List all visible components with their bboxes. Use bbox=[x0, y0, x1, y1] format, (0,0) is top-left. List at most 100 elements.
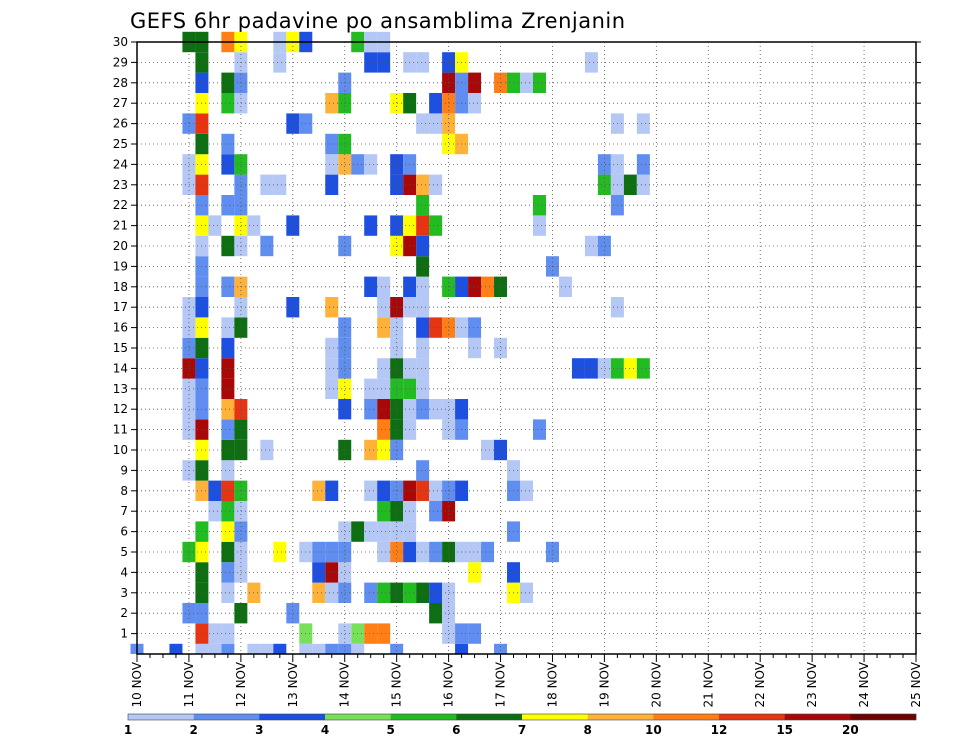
legend-bar-outline bbox=[127, 713, 917, 721]
heatmap-cell bbox=[312, 582, 326, 603]
heatmap-cell bbox=[597, 358, 611, 379]
heatmap-cell bbox=[182, 297, 196, 318]
heatmap-cell bbox=[390, 582, 404, 603]
heatmap-cell bbox=[338, 582, 352, 603]
heatmap-cell bbox=[545, 541, 559, 563]
heatmap-cell bbox=[221, 337, 235, 359]
heatmap-cell bbox=[390, 337, 404, 359]
heatmap-cell bbox=[390, 154, 404, 175]
heatmap-cell bbox=[325, 154, 339, 175]
y-tick-label: 8 bbox=[120, 484, 128, 498]
heatmap-cell bbox=[338, 337, 352, 359]
heatmap-cell bbox=[584, 358, 598, 379]
legend-color-swatch bbox=[456, 714, 523, 720]
heatmap-cell bbox=[260, 643, 274, 654]
heatmap-cell bbox=[364, 52, 378, 73]
heatmap-cell bbox=[325, 93, 339, 114]
heatmap-cell bbox=[442, 419, 456, 440]
y-tick-label: 3 bbox=[120, 586, 128, 600]
heatmap-cell bbox=[468, 72, 482, 93]
heatmap-cell bbox=[325, 174, 339, 195]
heatmap-cell bbox=[416, 195, 430, 216]
heatmap-cell bbox=[208, 480, 222, 501]
heatmap-cell bbox=[312, 541, 326, 563]
heatmap-cell bbox=[390, 501, 404, 522]
legend-label: 5 bbox=[386, 723, 394, 737]
heatmap-cell bbox=[364, 521, 378, 542]
heatmap-cell bbox=[429, 480, 443, 501]
y-tick-label: 28 bbox=[113, 76, 128, 90]
heatmap-cell bbox=[364, 154, 378, 175]
heatmap-cell bbox=[221, 521, 235, 542]
heatmap-cell bbox=[468, 541, 482, 563]
heatmap-cell bbox=[377, 541, 391, 563]
heatmap-cell bbox=[442, 603, 456, 624]
legend-label: 20 bbox=[842, 723, 859, 737]
heatmap-cell bbox=[377, 297, 391, 318]
heatmap-cell bbox=[584, 235, 598, 257]
heatmap-cell bbox=[338, 133, 352, 155]
heatmap-cell bbox=[338, 541, 352, 563]
y-tick-label: 4 bbox=[120, 565, 128, 579]
x-tick-label: 11 NOV bbox=[182, 661, 196, 707]
heatmap-cell bbox=[221, 582, 235, 603]
heatmap-cell bbox=[221, 358, 235, 379]
heatmap-cell bbox=[286, 297, 300, 318]
heatmap-cell bbox=[260, 235, 274, 257]
heatmap-cell bbox=[325, 378, 339, 399]
heatmap-cell bbox=[221, 623, 235, 644]
heatmap-cell bbox=[390, 378, 404, 399]
heatmap-cell bbox=[636, 154, 650, 175]
legend-label: 4 bbox=[321, 723, 329, 737]
heatmap-cell bbox=[442, 133, 456, 155]
heatmap-cell bbox=[234, 297, 248, 318]
heatmap-cell bbox=[364, 623, 378, 644]
heatmap-cell bbox=[532, 72, 546, 93]
legend-label: 2 bbox=[189, 723, 197, 737]
heatmap-cell bbox=[208, 215, 222, 236]
heatmap-cell bbox=[442, 582, 456, 603]
heatmap-cell bbox=[390, 419, 404, 440]
heatmap-cell bbox=[221, 399, 235, 420]
heatmap-cell bbox=[377, 480, 391, 501]
y-tick-label: 23 bbox=[113, 178, 128, 192]
heatmap-cell bbox=[377, 623, 391, 644]
color-legend: 1 2 3 4 5 6 7 8 10 12 15 20 bbox=[124, 713, 917, 737]
heatmap-cell bbox=[468, 623, 482, 644]
y-tick-label: 15 bbox=[113, 341, 128, 355]
heatmap-cell bbox=[234, 521, 248, 542]
heatmap-cell bbox=[364, 276, 378, 297]
heatmap-cell bbox=[338, 154, 352, 175]
x-tick-label: 20 NOV bbox=[649, 661, 663, 707]
heatmap-cell bbox=[234, 541, 248, 563]
heatmap-cell bbox=[377, 521, 391, 542]
heatmap-cell bbox=[221, 562, 235, 583]
heatmap-cell bbox=[338, 378, 352, 399]
heatmap-cell bbox=[390, 174, 404, 195]
grid-lines bbox=[137, 42, 916, 654]
heatmap-cell bbox=[532, 419, 546, 440]
heatmap-cell bbox=[442, 113, 456, 134]
heatmap-cell bbox=[208, 501, 222, 522]
y-tick-label: 22 bbox=[113, 198, 128, 212]
heatmap-cell bbox=[325, 480, 339, 501]
heatmap-cell bbox=[455, 643, 469, 654]
heatmap-cell bbox=[390, 358, 404, 379]
heatmap-cell bbox=[377, 501, 391, 522]
heatmap-cell bbox=[429, 501, 443, 522]
heatmap-cell bbox=[390, 317, 404, 338]
heatmap-cell bbox=[623, 174, 637, 195]
heatmap-cell bbox=[416, 480, 430, 501]
heatmap-cell bbox=[234, 215, 248, 236]
heatmap-cell bbox=[325, 643, 339, 654]
x-tick-label: 16 NOV bbox=[442, 661, 456, 707]
legend-color-swatch bbox=[784, 714, 851, 720]
heatmap-cell bbox=[636, 358, 650, 379]
heatmap-cell bbox=[364, 378, 378, 399]
heatmap-cell bbox=[416, 541, 430, 563]
heatmap-cell bbox=[416, 378, 430, 399]
legend-label: 6 bbox=[452, 723, 460, 737]
heatmap-cell bbox=[221, 235, 235, 257]
y-tick-label: 17 bbox=[113, 300, 128, 314]
heatmap-cell bbox=[286, 113, 300, 134]
